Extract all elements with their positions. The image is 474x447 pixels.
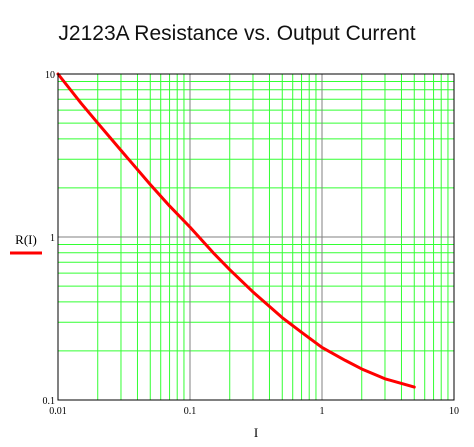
x-axis-label: I (254, 425, 258, 440)
plot-frame (57, 73, 455, 401)
x-tick-label: 0.1 (184, 406, 197, 417)
y-tick-label: 0.1 (43, 396, 56, 407)
chart-title: J2123A Resistance vs. Output Current (58, 22, 416, 45)
x-tick-label: 1 (320, 406, 325, 417)
x-tick-label: 10 (449, 406, 459, 417)
y-axis-label: R(I) (15, 232, 37, 247)
series-line-r-of-i (56, 72, 416, 389)
x-tick-label: 0.01 (49, 406, 67, 417)
y-tick-label: 10 (45, 70, 55, 81)
y-tick-label: 1 (50, 233, 55, 244)
